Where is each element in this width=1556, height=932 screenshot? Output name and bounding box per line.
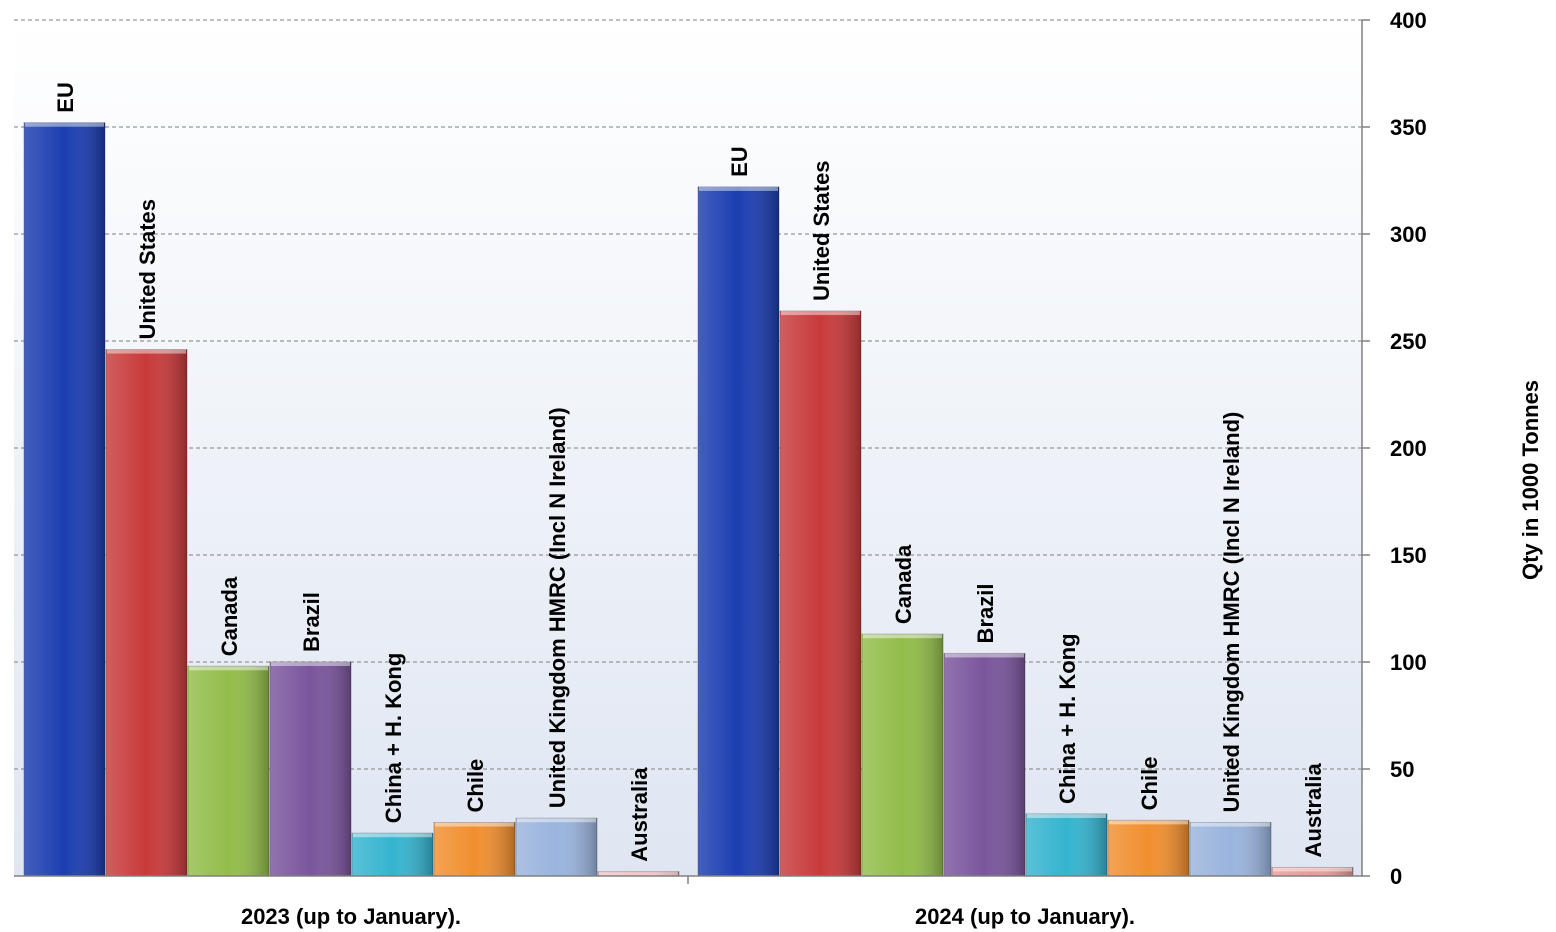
bar-shading bbox=[434, 822, 515, 876]
x-category-label: 2024 (up to January). bbox=[915, 904, 1135, 929]
bar-shading bbox=[516, 818, 597, 876]
y-axis-title: Qty in 1000 Tonnes bbox=[1518, 380, 1543, 580]
y-tick-label: 300 bbox=[1390, 222, 1427, 247]
bar-label: Canada bbox=[217, 576, 242, 656]
bar-shading bbox=[698, 186, 779, 877]
y-tick-label: 400 bbox=[1390, 8, 1427, 33]
bar-label: EU bbox=[727, 146, 752, 177]
bar-label: United States bbox=[809, 160, 834, 301]
bar-highlight bbox=[25, 122, 104, 127]
y-tick-label: 350 bbox=[1390, 115, 1427, 140]
bar-highlight bbox=[517, 818, 596, 823]
y-tick-label: 0 bbox=[1390, 864, 1402, 889]
bar-shading bbox=[1108, 820, 1189, 876]
bar-label: China + H. Kong bbox=[1055, 633, 1080, 804]
bar-label: Brazil bbox=[299, 592, 324, 652]
bar-highlight bbox=[1191, 822, 1270, 827]
bar-label: Chile bbox=[463, 759, 488, 813]
bar-shading bbox=[780, 311, 861, 876]
bar-label: Australia bbox=[1301, 763, 1326, 858]
bar-highlight bbox=[107, 349, 186, 354]
bar-highlight bbox=[435, 822, 514, 827]
bar-shading bbox=[1190, 822, 1271, 876]
bar-label: China + H. Kong bbox=[381, 653, 406, 824]
bar-shading bbox=[944, 653, 1025, 876]
axes bbox=[14, 19, 1370, 884]
bar-highlight bbox=[863, 634, 942, 639]
y-tick-label: 50 bbox=[1390, 757, 1414, 782]
bar-label: United States bbox=[135, 199, 160, 340]
bar-label: EU bbox=[53, 82, 78, 113]
y-tick-label: 200 bbox=[1390, 436, 1427, 461]
bars bbox=[23, 122, 1354, 877]
bar-highlight bbox=[353, 833, 432, 838]
bar-highlight bbox=[781, 311, 860, 316]
bar-shading bbox=[598, 871, 679, 876]
bar-shading bbox=[106, 349, 187, 876]
bar-shading bbox=[1026, 813, 1107, 876]
bar-highlight bbox=[271, 662, 350, 666]
bar-label: Australia bbox=[627, 767, 652, 862]
bar-highlight bbox=[699, 186, 778, 191]
bar-highlight bbox=[1109, 820, 1188, 825]
bar-label: Brazil bbox=[973, 584, 998, 644]
bar-highlight bbox=[599, 871, 678, 876]
bar-shading bbox=[24, 122, 105, 877]
y-tick-label: 250 bbox=[1390, 329, 1427, 354]
y-tick-label: 150 bbox=[1390, 543, 1427, 568]
bar-label: United Kingdom HMRC (Incl N Ireland) bbox=[1219, 412, 1244, 813]
bar-shading bbox=[862, 634, 943, 876]
bar-label: Canada bbox=[891, 544, 916, 624]
bar-shading bbox=[1272, 867, 1353, 876]
bar-highlight bbox=[945, 653, 1024, 658]
bar-shading bbox=[188, 666, 269, 876]
bar-shading bbox=[352, 833, 433, 876]
bar-shading bbox=[270, 662, 351, 876]
bar-label: Chile bbox=[1137, 757, 1162, 811]
x-category-label: 2023 (up to January). bbox=[241, 904, 461, 929]
bar-highlight bbox=[1273, 867, 1352, 872]
y-tick-label: 100 bbox=[1390, 650, 1427, 675]
bar-label: United Kingdom HMRC (Incl N Ireland) bbox=[545, 407, 570, 808]
bar-highlight bbox=[1027, 813, 1106, 818]
bar-highlight bbox=[189, 666, 268, 671]
labels: 0 50 100 150 200 250 300 350 400 2023 (up to Janu… bbox=[53, 8, 1427, 929]
